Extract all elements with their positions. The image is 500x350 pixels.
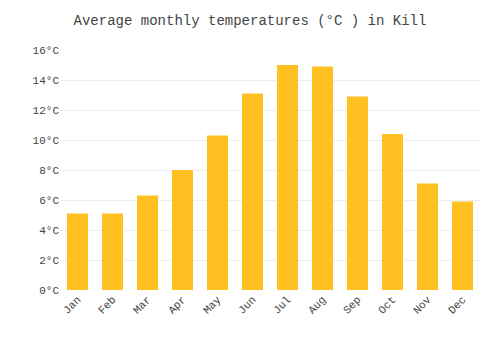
svg-text:Average monthly temperatures (: Average monthly temperatures (°C ) in Ki… <box>74 13 427 29</box>
svg-text:12°C: 12°C <box>33 105 60 117</box>
svg-text:Apr: Apr <box>166 294 188 316</box>
svg-text:14°C: 14°C <box>33 75 60 87</box>
svg-text:4°C: 4°C <box>39 225 59 237</box>
svg-text:8°C: 8°C <box>39 165 59 177</box>
svg-text:2°C: 2°C <box>39 255 59 267</box>
svg-text:Jun: Jun <box>236 294 258 316</box>
svg-text:16°C: 16°C <box>33 45 60 57</box>
svg-text:May: May <box>201 294 224 317</box>
svg-text:10°C: 10°C <box>33 135 60 147</box>
svg-text:Dec: Dec <box>446 294 468 316</box>
svg-text:Aug: Aug <box>306 294 328 316</box>
svg-text:Nov: Nov <box>411 294 434 317</box>
svg-text:Sep: Sep <box>341 294 363 316</box>
svg-text:Jul: Jul <box>271 294 293 316</box>
svg-text:Oct: Oct <box>376 294 398 316</box>
svg-text:6°C: 6°C <box>39 195 59 207</box>
svg-text:Mar: Mar <box>131 294 153 316</box>
svg-text:Feb: Feb <box>96 294 118 316</box>
svg-text:0°C: 0°C <box>39 285 59 297</box>
svg-text:Jan: Jan <box>61 294 83 316</box>
